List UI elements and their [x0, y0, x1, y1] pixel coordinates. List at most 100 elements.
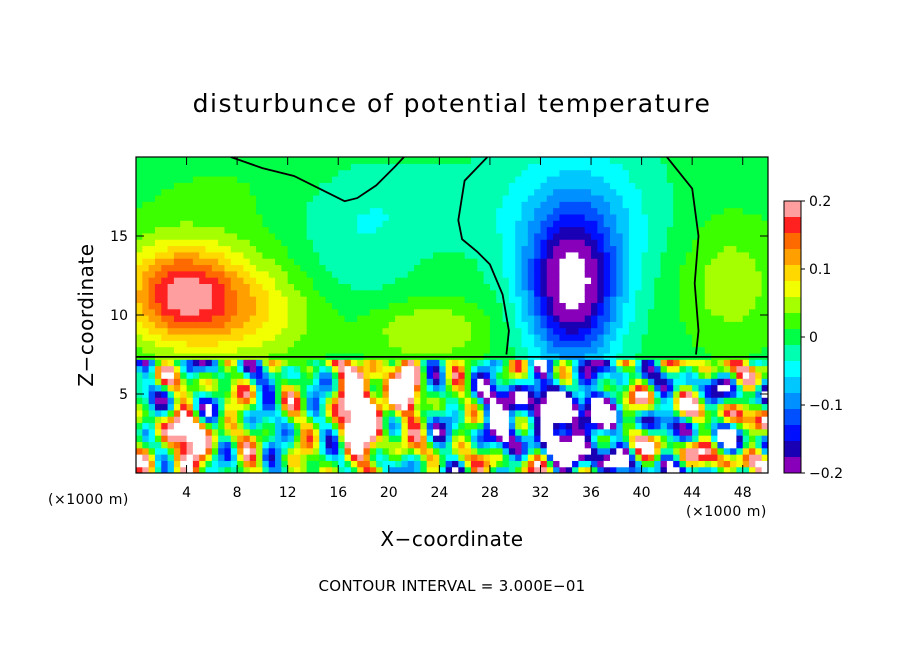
- heatmap-cell: [597, 321, 605, 329]
- heatmap-cell: [319, 359, 327, 367]
- heatmap-cell: [224, 201, 232, 209]
- heatmap-cell: [142, 435, 150, 442]
- heatmap-cell: [679, 163, 687, 171]
- heatmap-cell: [300, 226, 308, 234]
- heatmap-cell: [508, 422, 516, 430]
- heatmap-cell: [433, 283, 440, 291]
- heatmap-cell: [338, 397, 346, 405]
- heatmap-cell: [736, 327, 744, 335]
- heatmap-cell: [407, 308, 415, 316]
- heatmap-cell: [584, 239, 592, 247]
- heatmap-cell: [635, 182, 643, 190]
- heatmap-cell: [407, 207, 415, 215]
- heatmap-cell: [730, 321, 737, 329]
- heatmap-cell: [679, 441, 687, 449]
- heatmap-cell: [477, 163, 485, 171]
- heatmap-cell: [401, 346, 409, 354]
- heatmap-cell: [319, 226, 327, 234]
- heatmap-cell: [647, 428, 655, 436]
- heatmap-cell: [218, 315, 226, 322]
- heatmap-cell: [470, 270, 478, 278]
- heatmap-cell: [704, 409, 712, 417]
- heatmap-cell: [723, 232, 731, 240]
- heatmap-cell: [546, 422, 554, 430]
- heatmap-cell: [546, 258, 554, 266]
- heatmap-cell: [584, 397, 592, 405]
- heatmap-cell: [496, 302, 504, 310]
- heatmap-cell: [275, 270, 282, 278]
- heatmap-cell: [527, 283, 535, 291]
- heatmap-cell: [521, 454, 529, 461]
- heatmap-cell: [464, 220, 472, 228]
- heatmap-cell: [616, 340, 624, 348]
- heatmap-cell: [382, 289, 390, 297]
- heatmap-cell: [603, 384, 611, 392]
- heatmap-cell: [205, 175, 213, 183]
- heatmap-cell: [553, 454, 561, 461]
- heatmap-cell: [730, 346, 737, 354]
- heatmap-cell: [666, 409, 674, 417]
- heatmap-cell: [161, 422, 169, 430]
- heatmap-cell: [306, 157, 314, 164]
- heatmap-cell: [692, 232, 700, 240]
- heatmap-cell: [376, 346, 384, 354]
- heatmap-cell: [704, 466, 712, 473]
- heatmap-cell: [249, 245, 257, 253]
- heatmap-cell: [319, 308, 327, 316]
- heatmap-cell: [584, 384, 592, 392]
- heatmap-cell: [641, 403, 649, 411]
- heatmap-cell: [294, 157, 301, 164]
- heatmap-cell: [388, 422, 396, 430]
- heatmap-cell: [673, 409, 681, 417]
- heatmap-cell: [420, 428, 428, 436]
- heatmap-cell: [458, 264, 466, 272]
- heatmap-cell: [578, 422, 586, 430]
- heatmap-cell: [464, 422, 472, 430]
- heatmap-cell: [319, 201, 327, 209]
- heatmap-cell: [173, 403, 181, 411]
- heatmap-cell: [553, 283, 561, 291]
- heatmap-cell: [654, 409, 662, 417]
- heatmap-cell: [546, 175, 554, 183]
- heatmap-cell: [224, 447, 232, 455]
- heatmap-cell: [553, 308, 561, 316]
- heatmap-cell: [275, 232, 282, 240]
- heatmap-cell: [603, 365, 611, 373]
- heatmap-cell: [628, 302, 636, 310]
- heatmap-cell: [445, 245, 453, 253]
- heatmap-cell: [553, 384, 561, 392]
- heatmap-cell: [717, 466, 725, 473]
- heatmap-cell: [401, 302, 409, 310]
- heatmap-cell: [464, 270, 472, 278]
- heatmap-cell: [439, 175, 447, 183]
- heatmap-cell: [502, 296, 510, 303]
- heatmap-cell: [154, 245, 162, 253]
- heatmap-cell: [704, 213, 712, 221]
- heatmap-cell: [515, 239, 523, 247]
- heatmap-cell: [559, 283, 567, 291]
- heatmap-cell: [287, 397, 295, 405]
- heatmap-cell: [591, 270, 598, 278]
- heatmap-cell: [527, 315, 535, 322]
- heatmap-cell: [312, 409, 320, 417]
- heatmap-cell: [540, 397, 548, 405]
- heatmap-cell: [654, 182, 662, 190]
- heatmap-cell: [192, 346, 200, 354]
- heatmap-cell: [508, 201, 516, 209]
- heatmap-cell: [154, 302, 162, 310]
- heatmap-cell: [553, 315, 561, 322]
- heatmap-cell: [647, 384, 655, 392]
- heatmap-cell: [711, 258, 719, 266]
- heatmap-cell: [186, 251, 194, 259]
- heatmap-cell: [325, 315, 333, 322]
- heatmap-cell: [237, 251, 245, 259]
- heatmap-cell: [199, 289, 207, 297]
- heatmap-cell: [660, 327, 668, 335]
- heatmap-cell: [445, 188, 453, 196]
- heatmap-cell: [572, 365, 579, 373]
- heatmap-cell: [180, 245, 188, 253]
- heatmap-cell: [591, 359, 598, 367]
- heatmap-cell: [584, 296, 592, 303]
- heatmap-cell: [458, 384, 466, 392]
- heatmap-cell: [730, 422, 737, 430]
